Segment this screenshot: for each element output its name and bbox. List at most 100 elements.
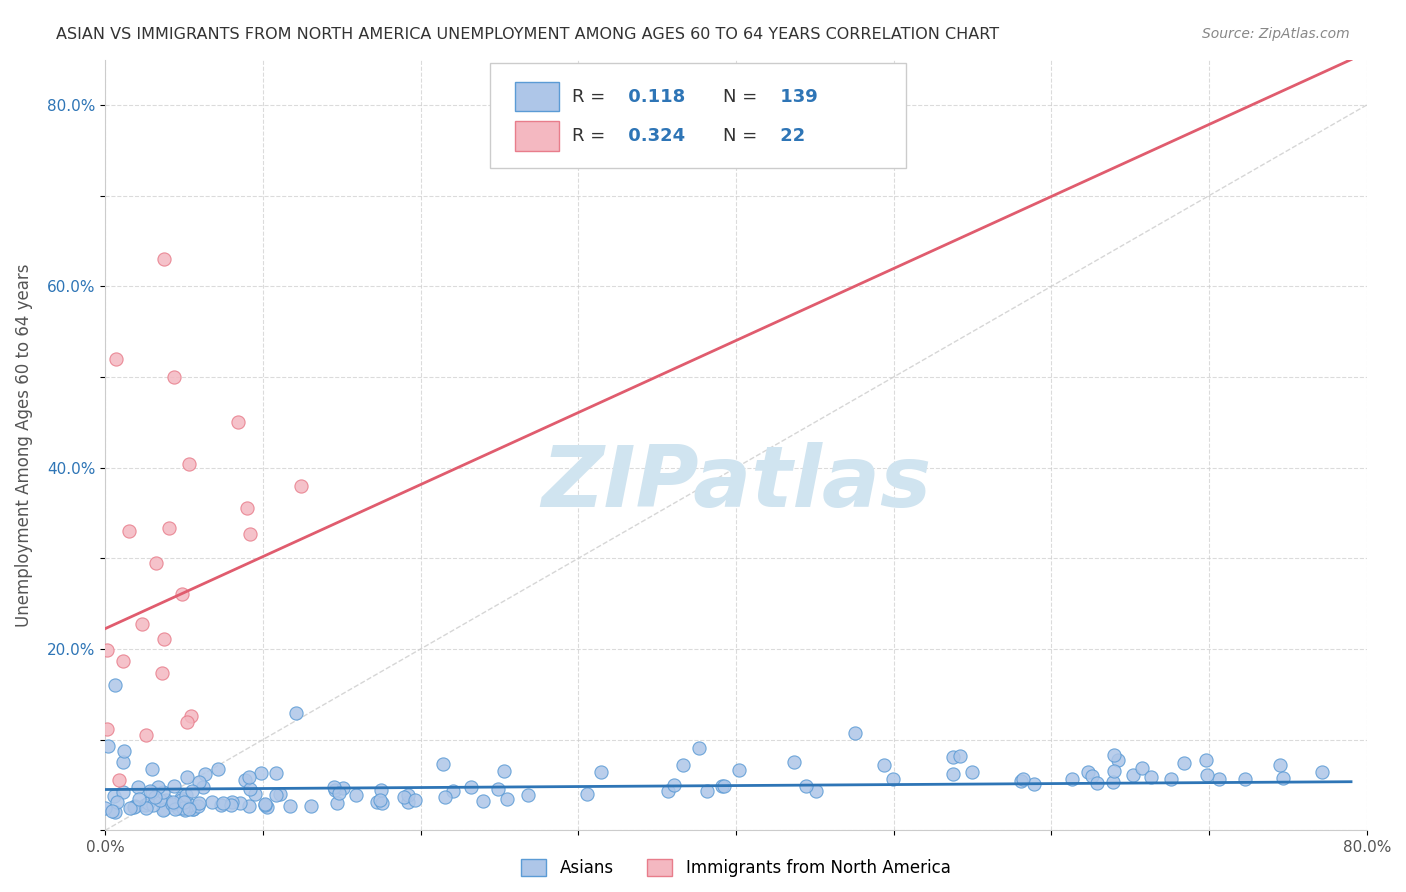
Asians (1173, 756, 1195, 771)
Asians (238, 771, 260, 785)
Asians (344, 789, 367, 803)
Asians (1012, 772, 1035, 786)
Asians (148, 780, 170, 795)
Immigrants from North America (104, 351, 127, 366)
Asians (1268, 758, 1291, 772)
Asians (460, 780, 482, 794)
Immigrants from North America (108, 773, 131, 788)
Asians (181, 802, 204, 816)
Asians (120, 801, 142, 815)
Asians (332, 781, 354, 796)
Immigrants from North America (145, 556, 167, 570)
Asians (794, 779, 817, 793)
Asians (323, 783, 346, 797)
Asians (285, 706, 308, 720)
Asians (207, 762, 229, 776)
Immigrants from North America (176, 714, 198, 729)
Asians (441, 784, 464, 798)
Asians (167, 801, 190, 815)
Asians (370, 792, 392, 806)
Text: Source: ZipAtlas.com: Source: ZipAtlas.com (1202, 27, 1350, 41)
Asians (174, 789, 197, 803)
Asians (254, 797, 277, 812)
Asians (1022, 777, 1045, 791)
Asians (250, 766, 273, 780)
Asians (128, 791, 150, 805)
Immigrants from North America (226, 415, 249, 429)
Asians (201, 795, 224, 809)
Asians (269, 788, 291, 802)
Asians (782, 755, 804, 769)
Text: N =: N = (723, 87, 758, 105)
Asians (152, 785, 174, 799)
Asians (187, 796, 209, 810)
Asians (176, 770, 198, 784)
FancyBboxPatch shape (515, 82, 560, 112)
Asians (1081, 769, 1104, 783)
Asians (221, 795, 243, 809)
Asians (371, 796, 394, 810)
Asians (299, 799, 322, 814)
Immigrants from North America (150, 665, 173, 680)
Immigrants from North America (163, 370, 186, 384)
Text: R =: R = (572, 87, 605, 105)
FancyBboxPatch shape (515, 121, 560, 151)
Asians (664, 778, 686, 792)
Asians (366, 795, 388, 809)
Asians (1077, 764, 1099, 779)
Asians (326, 797, 349, 811)
Asians (1102, 775, 1125, 789)
Asians (191, 780, 214, 794)
Asians (152, 803, 174, 817)
Asians (1234, 772, 1257, 786)
Asians (495, 791, 517, 805)
Immigrants from North America (170, 587, 193, 601)
Asians (396, 788, 419, 802)
Asians (135, 801, 157, 815)
Asians (187, 799, 209, 814)
Asians (1102, 764, 1125, 779)
Asians (1160, 772, 1182, 787)
Asians (432, 757, 454, 772)
Asians (209, 798, 232, 813)
Text: 0.118: 0.118 (623, 87, 686, 105)
Asians (1010, 774, 1032, 789)
Asians (844, 726, 866, 740)
Asians (141, 785, 163, 799)
Asians (264, 788, 287, 802)
Asians (486, 781, 509, 796)
Asians (103, 789, 125, 803)
Asians (143, 790, 166, 805)
Asians (1085, 776, 1108, 790)
Asians (672, 758, 695, 772)
Asians (153, 802, 176, 816)
Asians (194, 767, 217, 781)
Asians (256, 800, 278, 814)
Immigrants from North America (157, 521, 180, 535)
Asians (1102, 747, 1125, 762)
Asians (163, 780, 186, 794)
Asians (165, 802, 187, 816)
Asians (1060, 772, 1083, 787)
Asians (162, 797, 184, 812)
Asians (170, 793, 193, 807)
Immigrants from North America (238, 527, 260, 541)
Asians (728, 763, 751, 777)
Asians (1197, 768, 1219, 782)
Asians (139, 784, 162, 798)
Asians (472, 794, 495, 808)
Asians (124, 798, 146, 813)
Immigrants from North America (236, 501, 259, 516)
Asians (122, 800, 145, 814)
Asians (181, 802, 204, 816)
Asians (97, 739, 120, 753)
Immigrants from North America (96, 643, 118, 657)
Asians (173, 796, 195, 810)
Asians (187, 775, 209, 789)
Immigrants from North America (290, 479, 312, 493)
Asians (104, 678, 127, 692)
Asians (1132, 761, 1154, 775)
Y-axis label: Unemployment Among Ages 60 to 64 years: Unemployment Among Ages 60 to 64 years (15, 263, 32, 627)
Immigrants from North America (153, 252, 176, 266)
Asians (111, 756, 134, 770)
